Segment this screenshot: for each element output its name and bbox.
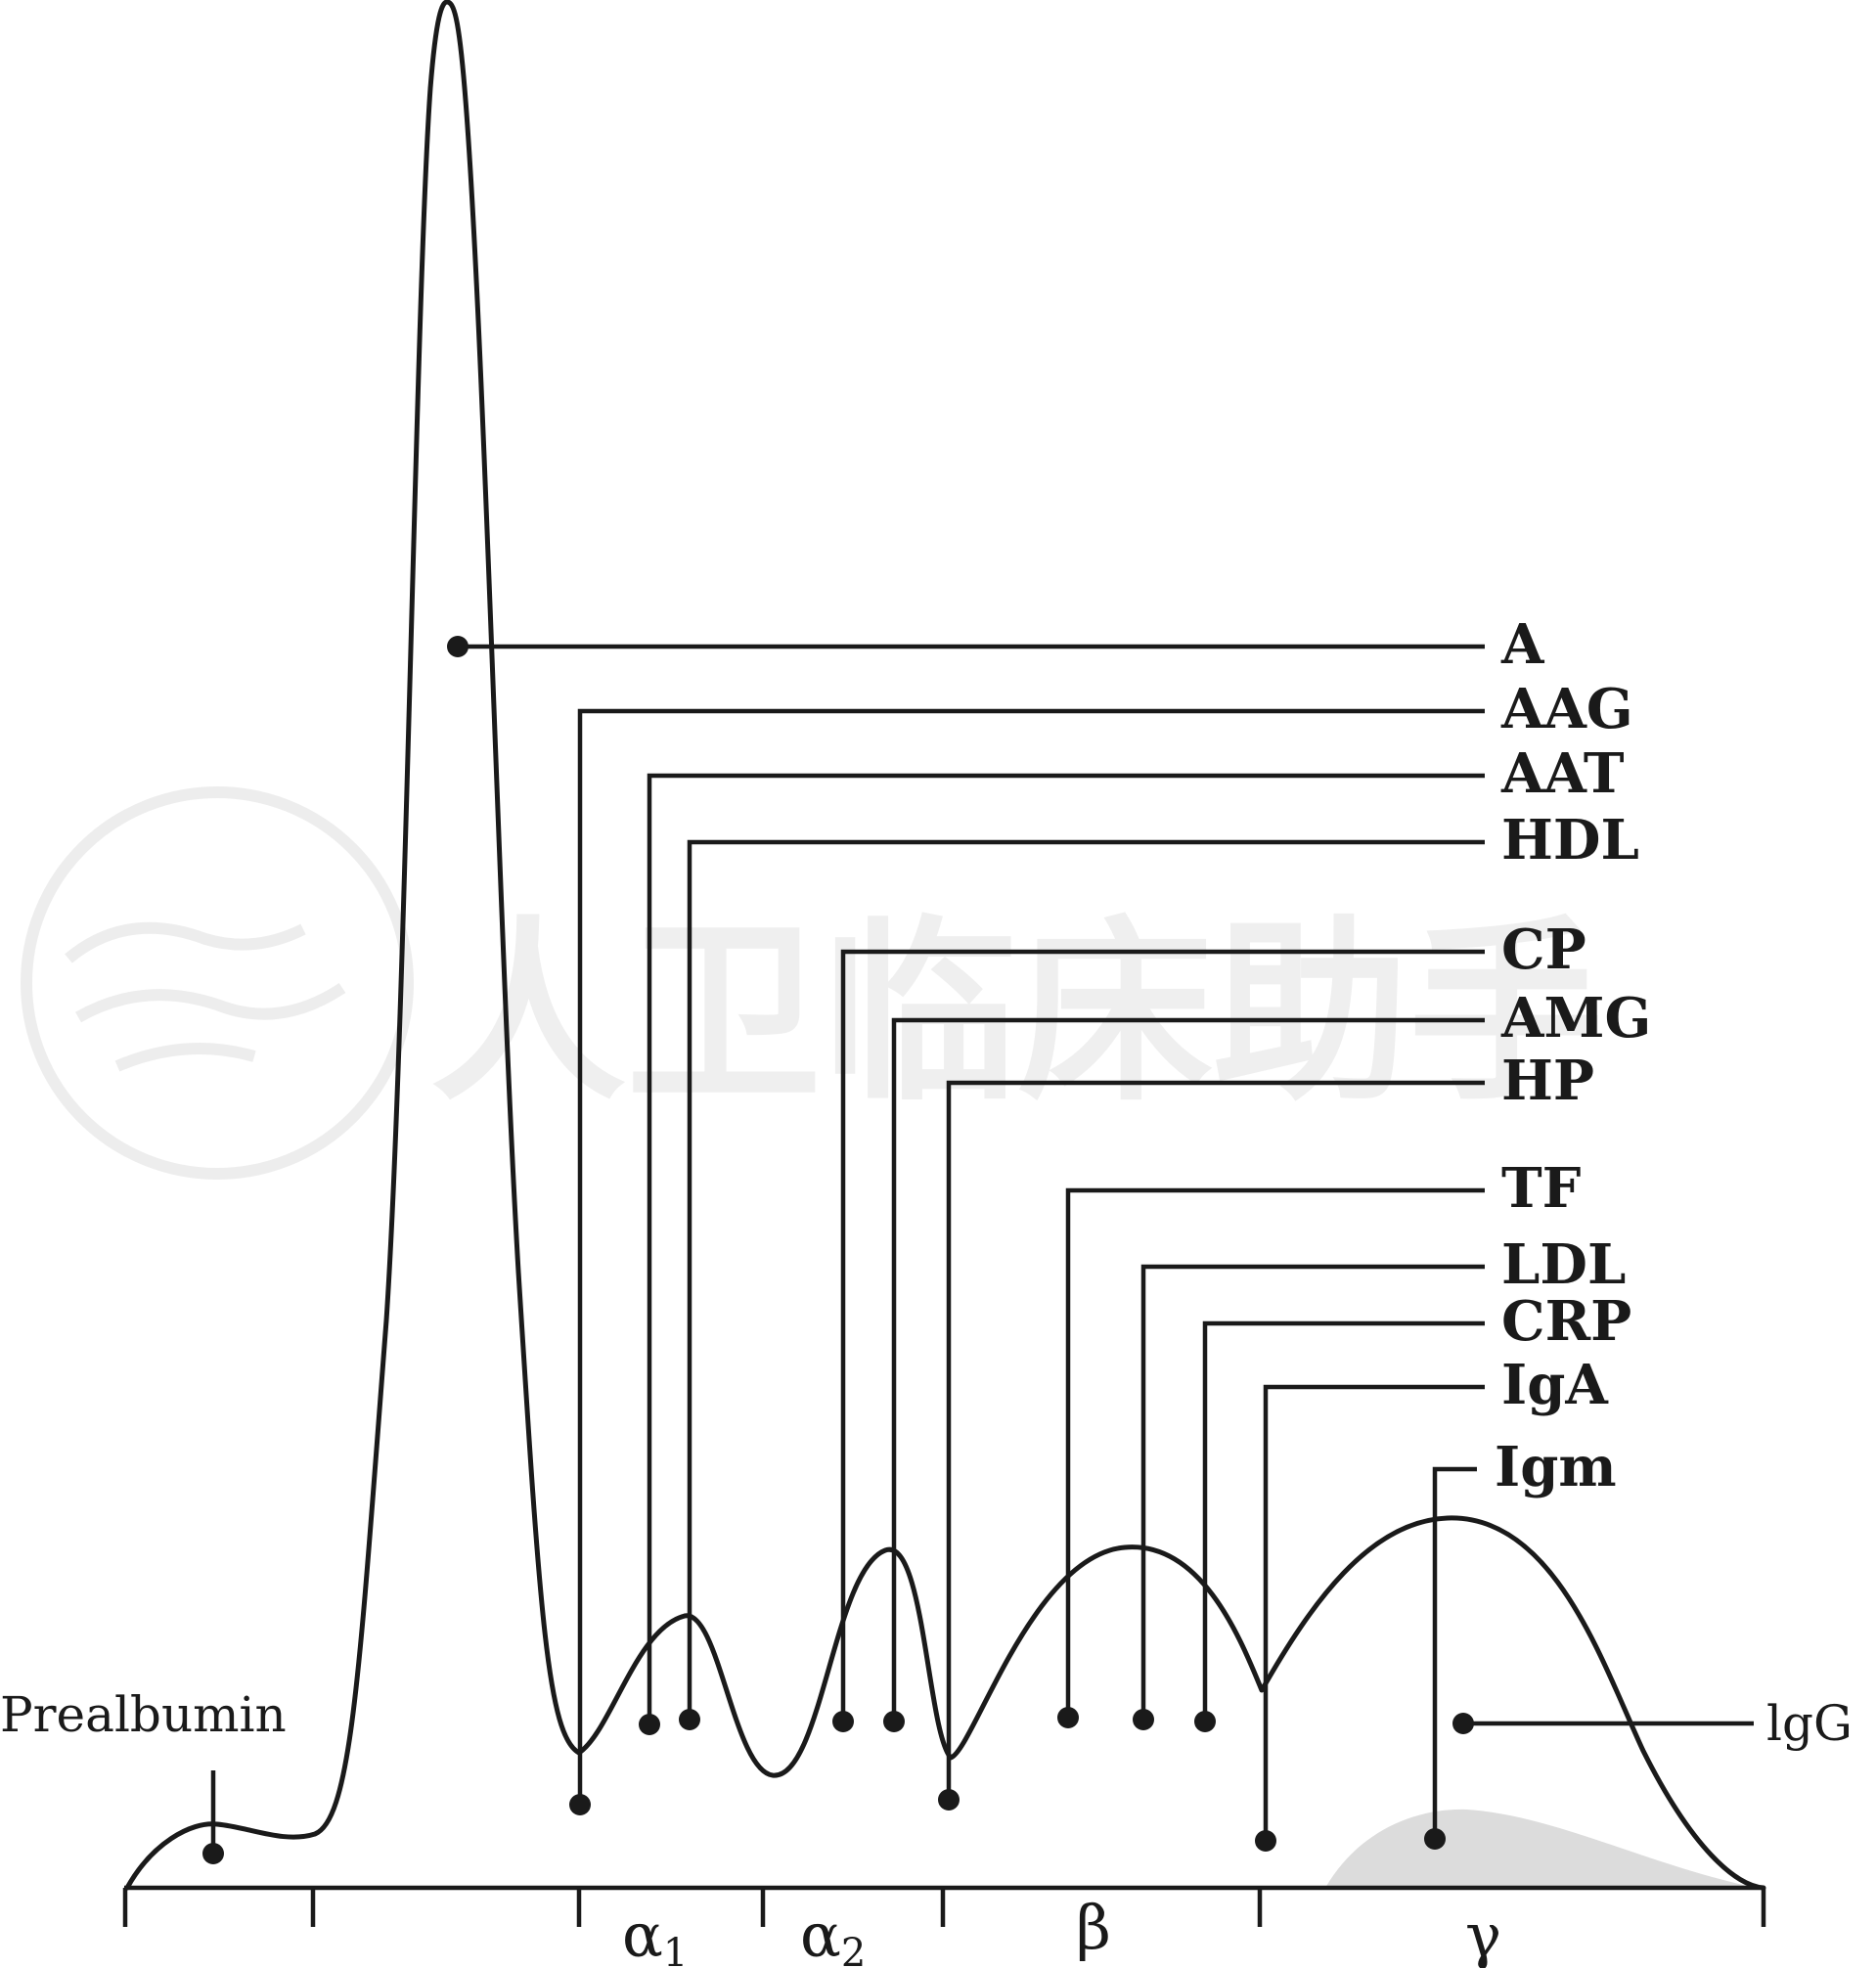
zone-alpha2: α2 bbox=[800, 1900, 866, 1968]
label-aag: AAG bbox=[1500, 677, 1633, 741]
leader-hp bbox=[946, 1080, 1485, 1800]
zone-beta: β bbox=[1076, 1892, 1111, 1963]
label-cp: CP bbox=[1501, 917, 1586, 982]
label-igm: Igm bbox=[1495, 1435, 1617, 1499]
dot-a bbox=[447, 636, 469, 657]
dot-igm bbox=[1424, 1828, 1446, 1850]
dot-aag bbox=[569, 1794, 591, 1815]
label-ldl: LDL bbox=[1501, 1232, 1626, 1297]
marker-dots bbox=[202, 636, 1474, 1864]
leader-iga bbox=[1263, 1384, 1485, 1844]
dot-igg bbox=[1452, 1713, 1474, 1734]
leader-aat bbox=[647, 773, 1485, 1724]
label-prealbumin: Prealbumin bbox=[0, 1686, 287, 1743]
label-iga: IgA bbox=[1501, 1353, 1609, 1417]
dot-hp bbox=[938, 1789, 960, 1811]
leader-amg bbox=[891, 1017, 1485, 1722]
dot-aat bbox=[639, 1714, 660, 1735]
leader-cp bbox=[840, 949, 1485, 1722]
label-tf: TF bbox=[1501, 1156, 1582, 1221]
protein-curve bbox=[124, 0, 1766, 1891]
label-a: A bbox=[1500, 612, 1545, 677]
zone-alpha1: α1 bbox=[622, 1900, 688, 1968]
leader-lines bbox=[210, 644, 1754, 1856]
dot-hdl bbox=[679, 1709, 700, 1730]
dot-tf bbox=[1057, 1707, 1079, 1728]
label-hdl: HDL bbox=[1501, 808, 1639, 872]
leader-hdl bbox=[687, 839, 1485, 1720]
watermark: 人卫临床助手 bbox=[21, 786, 1604, 1180]
leader-crp bbox=[1202, 1320, 1485, 1722]
dot-ldl bbox=[1133, 1709, 1154, 1730]
watermark-text: 人卫临床助手 bbox=[430, 900, 1604, 1128]
leader-tf bbox=[1065, 1187, 1485, 1720]
label-igg: lgG bbox=[1766, 1695, 1853, 1752]
dot-amg bbox=[883, 1711, 905, 1732]
leader-igm bbox=[1432, 1466, 1477, 1843]
leader-aag bbox=[577, 708, 1485, 1810]
label-crp: CRP bbox=[1501, 1289, 1631, 1354]
label-amg: AMG bbox=[1500, 986, 1651, 1051]
leader-ldl bbox=[1140, 1264, 1485, 1720]
igg-shaded-area bbox=[1325, 1809, 1756, 1888]
zone-ticks bbox=[122, 1888, 1766, 1927]
dot-iga bbox=[1255, 1830, 1276, 1852]
dot-prealbumin bbox=[202, 1843, 224, 1864]
label-hp: HP bbox=[1501, 1049, 1594, 1113]
label-aat: AAT bbox=[1500, 741, 1625, 806]
protein-labels: A AAG AAT HDL CP AMG HP TF LDL CRP IgA I… bbox=[0, 612, 1853, 1752]
dot-crp bbox=[1194, 1711, 1216, 1732]
zone-gamma: γ bbox=[1465, 1900, 1501, 1968]
dot-cp bbox=[832, 1711, 854, 1732]
watermark-logo-icon bbox=[21, 786, 414, 1180]
zone-labels: α1 α2 β γ bbox=[622, 1892, 1501, 1968]
